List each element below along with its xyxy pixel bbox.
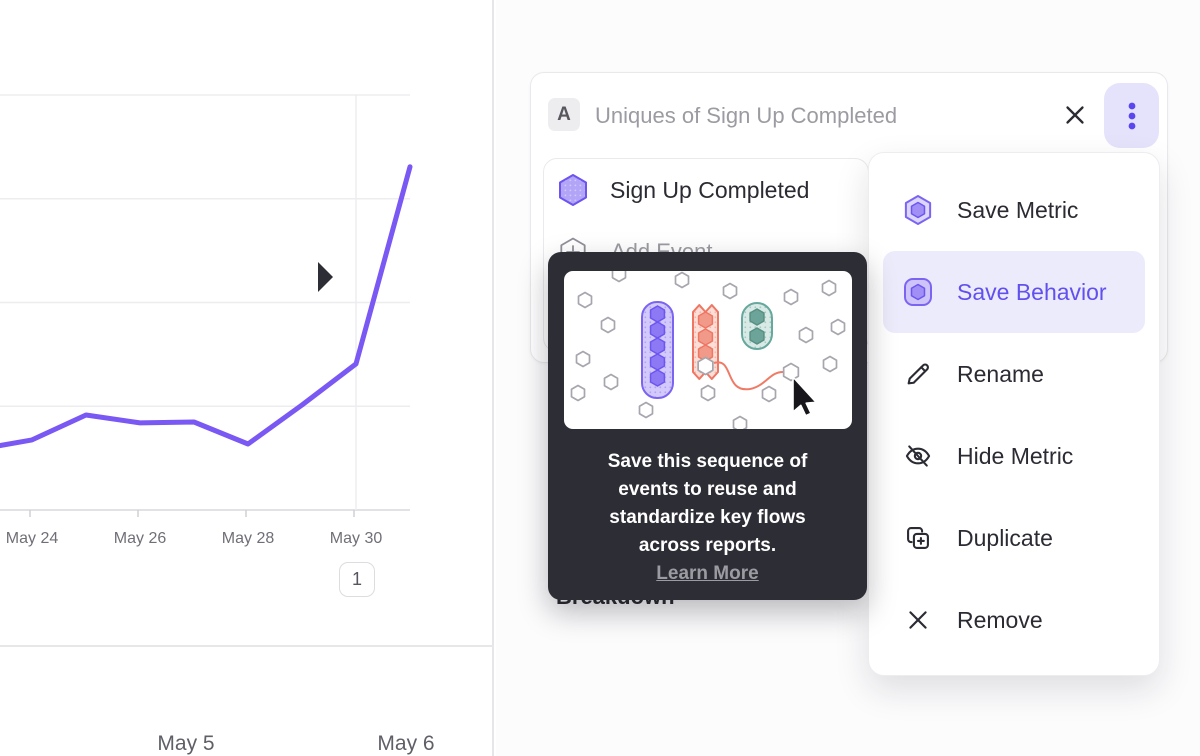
tooltip-caret — [318, 262, 333, 292]
cursor-icon — [792, 376, 817, 417]
event-hexagon-icon — [559, 174, 587, 206]
eye-off-icon — [903, 442, 933, 470]
remove-x-icon — [903, 607, 933, 633]
bottom-chart-tick-may6: May 6 — [377, 732, 435, 755]
metric-title: Uniques of Sign Up Completed — [595, 103, 898, 128]
panel-divider — [0, 645, 494, 647]
svg-text:May 26: May 26 — [114, 530, 167, 547]
pencil-icon — [903, 360, 933, 388]
tooltip-text: Save this sequence of events to reuse an… — [548, 448, 867, 588]
chart-panel: May 24 May 26 May 28 May 30 1 May 5 May 6 — [0, 0, 494, 756]
save-behavior-tooltip: Save this sequence of events to reuse an… — [548, 252, 867, 600]
menu-item-duplicate[interactable]: Duplicate — [883, 497, 1145, 579]
metric-letter-badge: A — [548, 98, 580, 131]
menu-item-hide-metric[interactable]: Hide Metric — [883, 415, 1145, 497]
coral-squiggle-line — [713, 361, 785, 391]
event-name: Sign Up Completed — [610, 176, 810, 203]
event-row-sign-up-completed[interactable]: Sign Up Completed — [559, 174, 809, 206]
save-metric-icon — [903, 194, 933, 226]
menu-item-save-metric[interactable]: Save Metric — [883, 169, 1145, 251]
pagination-page-1-button[interactable]: 1 — [339, 562, 375, 597]
kebab-menu-icon — [1128, 102, 1135, 129]
close-metric-button[interactable] — [1061, 101, 1089, 129]
close-icon — [1066, 106, 1084, 124]
metric-options-button[interactable] — [1104, 83, 1159, 148]
svg-text:May 24: May 24 — [6, 530, 59, 547]
menu-item-save-behavior[interactable]: Save Behavior — [883, 251, 1145, 333]
bottom-chart-tick-may5: May 5 — [157, 732, 215, 755]
learn-more-link[interactable]: Learn More — [656, 563, 759, 584]
menu-item-rename[interactable]: Rename — [883, 333, 1145, 415]
metric-options-menu: Save Metric Save Behavior Rename — [868, 152, 1160, 676]
menu-item-remove[interactable]: Remove — [883, 579, 1145, 661]
line-chart: May 24 May 26 May 28 May 30 — [0, 94, 413, 547]
svg-text:May 28: May 28 — [222, 530, 275, 547]
duplicate-icon — [903, 524, 933, 552]
svg-text:May 30: May 30 — [330, 530, 383, 547]
tooltip-illustration-svg — [570, 271, 846, 429]
tooltip-illustration — [564, 271, 852, 429]
save-behavior-icon — [903, 276, 933, 308]
